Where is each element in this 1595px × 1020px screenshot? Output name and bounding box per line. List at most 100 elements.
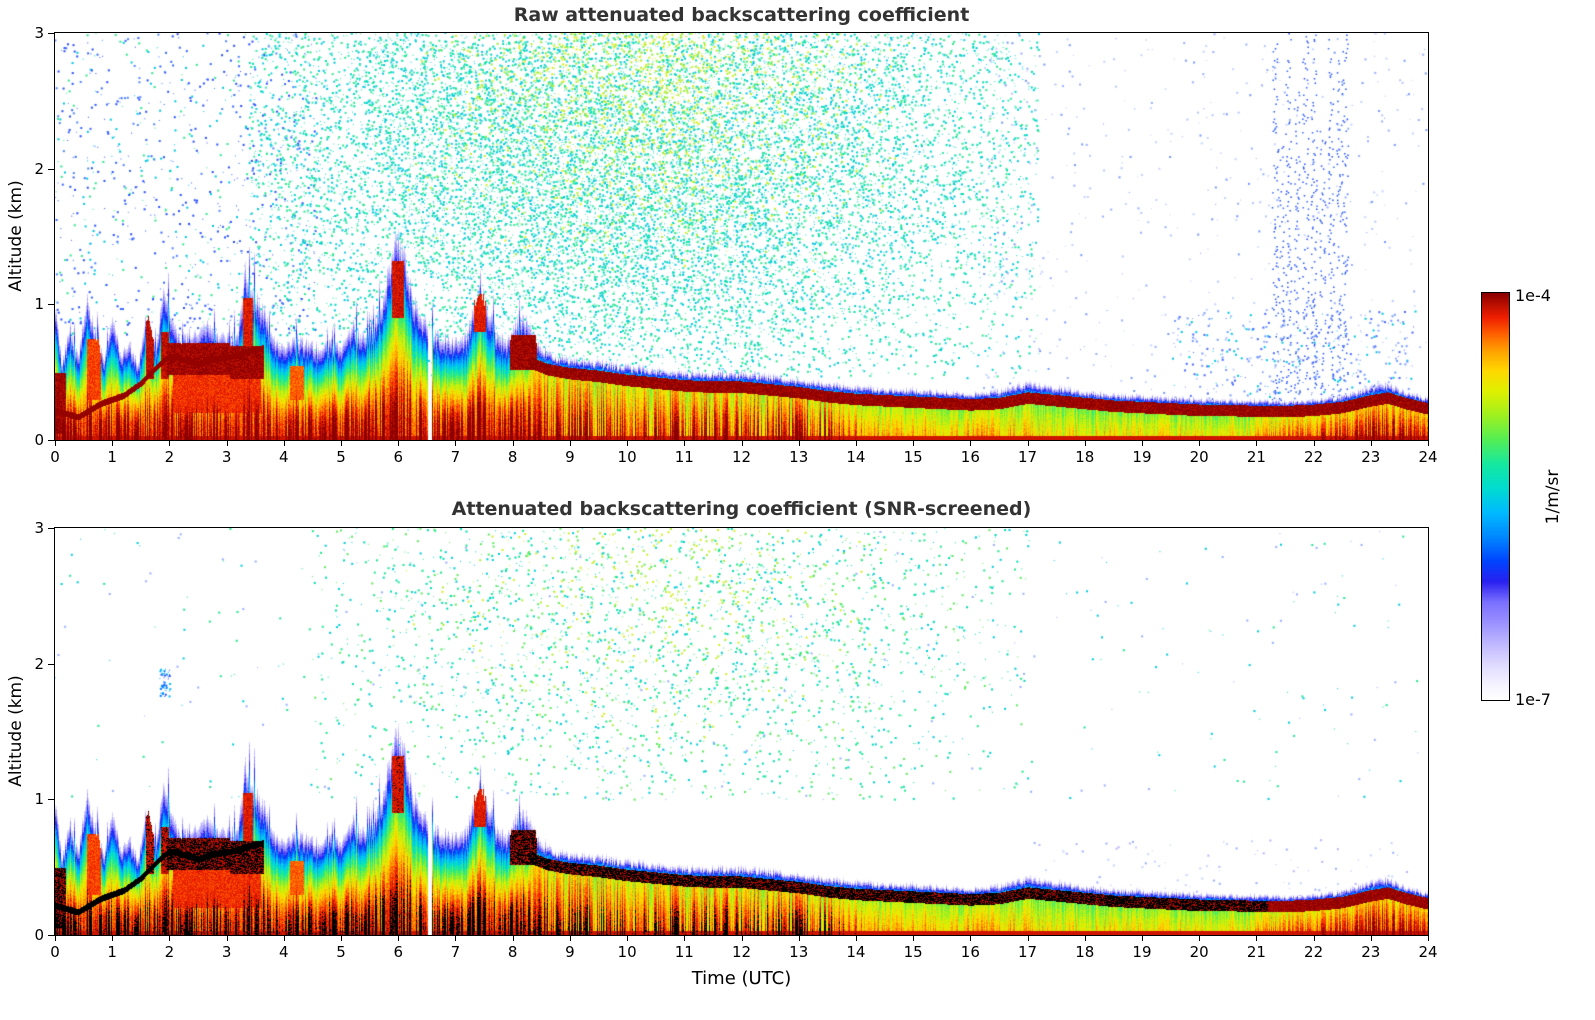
x-tick-mark (512, 935, 514, 941)
x-tick-label: 11 (674, 448, 694, 466)
x-tick-label: 2 (164, 943, 175, 961)
x-tick-label: 13 (789, 448, 809, 466)
x-tick-mark (741, 440, 743, 446)
x-tick-mark (1370, 440, 1372, 446)
x-tick-label: 23 (1361, 448, 1381, 466)
x-tick-label: 14 (846, 943, 866, 961)
x-tick-label: 16 (960, 943, 980, 961)
x-tick-label: 7 (450, 943, 461, 961)
x-tick-mark (684, 440, 686, 446)
y-tick-mark (48, 799, 54, 801)
x-tick-label: 21 (1246, 448, 1266, 466)
x-tick-label: 6 (393, 448, 404, 466)
y-tick-mark (48, 935, 54, 936)
raw-panel-title: Raw attenuated backscattering coefficien… (513, 4, 970, 26)
x-tick-label: 22 (1304, 448, 1324, 466)
x-tick-mark (627, 440, 629, 446)
x-tick-mark (1428, 440, 1429, 446)
x-tick-label: 21 (1246, 943, 1266, 961)
x-tick-mark (341, 440, 343, 446)
x-tick-label: 24 (1418, 943, 1438, 961)
x-tick-label: 9 (565, 448, 575, 466)
y-tick-label: 1 (34, 790, 44, 809)
x-tick-mark (512, 440, 514, 446)
x-tick-mark (1256, 440, 1258, 446)
x-tick-mark (55, 935, 56, 941)
x-tick-mark (913, 935, 915, 941)
x-tick-mark (569, 935, 571, 941)
x-tick-label: 22 (1304, 943, 1324, 961)
x-tick-label: 15 (903, 943, 923, 961)
x-tick-label: 12 (731, 943, 752, 961)
x-tick-label: 4 (279, 943, 289, 961)
x-tick-label: 19 (1132, 448, 1152, 466)
x-tick-label: 2 (164, 448, 175, 466)
colorbar-unit-label: 1/m/sr (1543, 469, 1563, 525)
x-tick-label: 11 (674, 943, 694, 961)
x-tick-mark (741, 935, 743, 941)
x-tick-mark (1313, 440, 1315, 446)
x-tick-mark (798, 440, 800, 446)
x-tick-label: 16 (960, 448, 980, 466)
x-tick-label: 9 (565, 943, 575, 961)
x-tick-label: 17 (1017, 943, 1038, 961)
x-tick-mark (112, 440, 114, 446)
x-tick-label: 20 (1189, 448, 1209, 466)
x-tick-mark (1313, 935, 1315, 941)
x-tick-mark (1199, 440, 1201, 446)
y-tick-label: 2 (34, 654, 44, 673)
x-tick-mark (1084, 440, 1086, 446)
y-tick-mark (48, 304, 54, 306)
y-tick-label: 1 (34, 295, 44, 314)
x-tick-label: 10 (617, 448, 637, 466)
screened-y-axis-label: Altitude (km) (6, 675, 26, 787)
x-tick-mark (226, 440, 228, 446)
x-tick-label: 14 (846, 448, 866, 466)
x-tick-label: 3 (221, 943, 232, 961)
x-axis-label: Time (UTC) (691, 968, 792, 989)
x-tick-mark (398, 440, 400, 446)
y-tick-label: 2 (34, 159, 44, 178)
x-tick-label: 3 (221, 448, 232, 466)
x-tick-label: 18 (1075, 943, 1095, 961)
x-tick-mark (169, 935, 171, 941)
x-tick-mark (1370, 935, 1372, 941)
x-tick-label: 5 (336, 448, 346, 466)
x-tick-mark (1199, 935, 1201, 941)
x-tick-label: 7 (450, 448, 461, 466)
x-tick-label: 23 (1361, 943, 1381, 961)
y-tick-label: 3 (34, 519, 44, 537)
x-tick-label: 20 (1189, 943, 1209, 961)
raw-y-axis-label: Altitude (km) (6, 180, 26, 292)
y-tick-mark (48, 528, 54, 529)
y-tick-mark (48, 33, 54, 34)
x-tick-label: 13 (789, 943, 809, 961)
y-tick-mark (48, 168, 54, 170)
x-tick-mark (112, 935, 114, 941)
x-tick-mark (970, 440, 972, 446)
x-tick-label: 5 (336, 943, 346, 961)
screened-heatmap-canvas (55, 528, 1428, 935)
x-tick-label: 24 (1418, 448, 1438, 466)
x-tick-mark (1027, 935, 1029, 941)
x-tick-label: 12 (731, 448, 752, 466)
x-tick-mark (398, 935, 400, 941)
x-tick-label: 6 (393, 943, 404, 961)
x-tick-mark (1141, 935, 1143, 941)
x-tick-mark (283, 935, 285, 941)
x-tick-label: 10 (617, 943, 637, 961)
raw-heatmap-canvas (55, 33, 1428, 440)
x-tick-mark (684, 935, 686, 941)
x-tick-mark (1084, 935, 1086, 941)
colorbar-min-label: 1e-7 (1515, 690, 1551, 709)
x-tick-mark (1428, 935, 1429, 941)
y-tick-label: 0 (34, 926, 44, 944)
x-tick-mark (798, 935, 800, 941)
x-tick-label: 8 (507, 448, 518, 466)
colorbar-max-label: 1e-4 (1515, 286, 1551, 305)
x-tick-mark (341, 935, 343, 941)
x-tick-label: 8 (507, 943, 518, 961)
y-tick-label: 0 (34, 431, 44, 449)
x-tick-mark (455, 440, 457, 446)
